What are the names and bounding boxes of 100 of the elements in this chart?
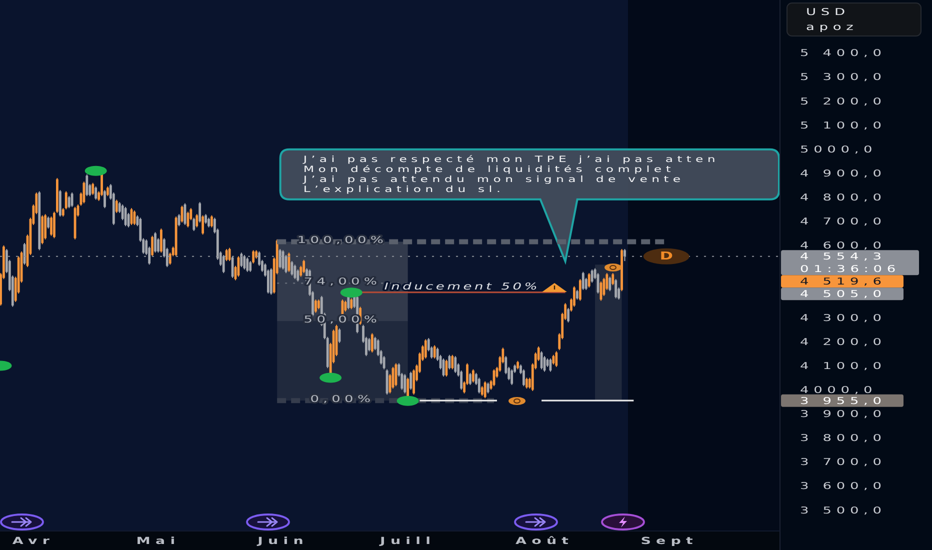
text: apoz (806, 21, 858, 33)
candlestick (198, 202, 202, 224)
candlestick (484, 380, 486, 399)
candlestick (350, 298, 353, 310)
candlestick (196, 214, 198, 228)
y-tick-label: 4 100,0 (800, 360, 886, 372)
candlestick (344, 300, 347, 312)
y-tick-label: 5 300,0 (800, 71, 886, 83)
annotation: Inducement 50% (384, 280, 540, 292)
candlestick (608, 276, 612, 292)
candlestick (314, 299, 317, 314)
candlestick (573, 286, 576, 308)
y-tick-label: 5 100,0 (800, 119, 886, 131)
candlestick (567, 307, 570, 323)
y-tick-label: 3 900,0 (800, 408, 886, 420)
annotation: 0,00% (310, 392, 375, 404)
annotation: J’ai pas respecté mon TPE j’ai pas atten Mon décompte de liquidités complet J’ai pas attendu mon signal de vente L’explication du sl. (302, 154, 720, 195)
candlestick (486, 382, 490, 394)
y-tick-label: 5000,0 (800, 144, 878, 155)
candlestick (208, 217, 210, 228)
y-tick-label: 4 700,0 (800, 216, 886, 227)
candlestick (317, 299, 320, 310)
candlestick (525, 377, 528, 390)
y-tick-label: 3 500,0 (800, 504, 886, 516)
candlestick (64, 190, 68, 210)
candlestick (204, 214, 207, 224)
candlestick (94, 186, 98, 200)
x-tick-label: Juill (378, 535, 436, 547)
candlestick (552, 354, 555, 366)
candlestick (412, 368, 415, 396)
candlestick (451, 354, 454, 370)
x-tick-label: Août (515, 535, 574, 547)
y-tick-label: 3 800,0 (800, 432, 886, 444)
candlestick (151, 235, 154, 257)
candlestick (92, 182, 94, 196)
candlestick (240, 252, 243, 268)
candlestick (210, 214, 213, 228)
x-tick-label: Mai (136, 535, 180, 547)
candlestick (602, 277, 606, 296)
candlestick (249, 260, 252, 272)
y-tick-label: 4 300,0 (800, 312, 886, 324)
candlestick (424, 338, 427, 359)
x-tick-label: Avr (12, 535, 54, 547)
candlestick (160, 228, 162, 254)
candlestick (584, 277, 588, 290)
candlestick (578, 278, 582, 302)
candlestick (296, 268, 300, 282)
candlestick (410, 371, 412, 390)
candlestick (294, 264, 296, 280)
y-tick-label: 4 800,0 (800, 192, 886, 203)
candlestick (82, 181, 86, 204)
candlestick (222, 254, 225, 274)
y-tick-label: 4 600,0 (800, 240, 886, 252)
candlestick (243, 254, 246, 270)
candlestick (590, 268, 594, 284)
candlestick (624, 248, 626, 262)
candlestick (104, 190, 106, 209)
candlestick (44, 214, 47, 240)
candlestick (368, 338, 370, 352)
text: USD (806, 6, 850, 18)
annotation: 100,00% (297, 234, 388, 246)
candlestick (612, 272, 614, 286)
candlestick (68, 196, 70, 209)
candlestick (70, 192, 74, 208)
text: 3 955,0 (800, 394, 886, 406)
annotation: D (660, 250, 673, 263)
candlestick (433, 344, 436, 359)
candlestick (448, 354, 451, 370)
candlestick (469, 372, 472, 386)
candlestick (404, 374, 406, 394)
candlestick (522, 368, 525, 387)
candlestick (106, 186, 109, 197)
candlestick (290, 260, 294, 276)
candlestick (186, 211, 190, 228)
candlestick (347, 294, 350, 310)
x-tick-label: Sept (640, 535, 698, 547)
candlestick (582, 271, 584, 290)
candlestick (252, 250, 255, 264)
candlestick (472, 368, 474, 384)
ref-line-label: 4 554,3 01:36:06 (800, 250, 900, 275)
candlestick (394, 362, 398, 387)
candlestick (555, 350, 558, 368)
y-tick-label: 4 900,0 (800, 168, 886, 179)
candlestick (302, 259, 306, 274)
candlestick (47, 216, 50, 230)
candlestick (478, 377, 480, 394)
candlestick (225, 248, 228, 262)
candlestick (370, 332, 374, 353)
text: 4 505,0 (800, 288, 886, 300)
candlestick (510, 368, 514, 386)
candlestick (278, 248, 282, 269)
candlestick (154, 232, 156, 254)
y-tick-label: 3 600,0 (800, 480, 886, 492)
candlestick (50, 216, 52, 236)
y-tick-label: 5 400,0 (800, 47, 886, 59)
candlestick (588, 272, 590, 288)
candlestick (86, 174, 88, 197)
y-tick-label: 3 700,0 (800, 456, 886, 468)
x-tick-label: Juin (256, 535, 308, 547)
text: 4 519,6 (800, 276, 886, 288)
